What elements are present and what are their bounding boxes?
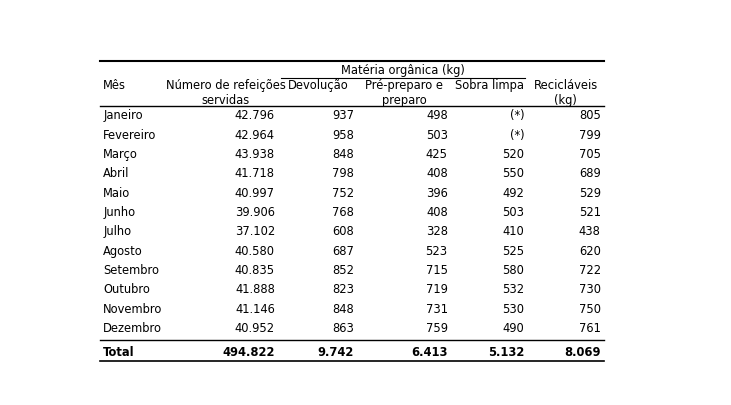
Text: Devolução: Devolução — [287, 79, 349, 92]
Text: 750: 750 — [579, 303, 601, 316]
Text: 503: 503 — [502, 206, 524, 219]
Text: 408: 408 — [426, 167, 447, 181]
Text: 805: 805 — [579, 109, 601, 122]
Text: Recicláveis
(kg): Recicláveis (kg) — [534, 79, 598, 107]
Text: 799: 799 — [579, 129, 601, 142]
Text: 41.888: 41.888 — [235, 284, 275, 296]
Text: 759: 759 — [425, 322, 447, 335]
Text: 608: 608 — [333, 226, 355, 239]
Text: Junho: Junho — [103, 206, 135, 219]
Text: Pré-preparo e
preparo: Pré-preparo e preparo — [366, 79, 444, 107]
Text: 848: 848 — [333, 303, 355, 316]
Text: (*): (*) — [510, 129, 524, 142]
Text: Dezembro: Dezembro — [103, 322, 162, 335]
Text: 620: 620 — [579, 245, 601, 258]
Text: 525: 525 — [502, 245, 524, 258]
Text: Total: Total — [103, 346, 135, 359]
Text: 396: 396 — [426, 187, 447, 200]
Text: Mês: Mês — [103, 79, 126, 92]
Text: 492: 492 — [502, 187, 524, 200]
Text: Novembro: Novembro — [103, 303, 162, 316]
Text: 958: 958 — [333, 129, 355, 142]
Text: 687: 687 — [333, 245, 355, 258]
Text: 6.413: 6.413 — [412, 346, 447, 359]
Text: Maio: Maio — [103, 187, 131, 200]
Text: 715: 715 — [425, 264, 447, 277]
Text: 5.132: 5.132 — [488, 346, 524, 359]
Text: 494.822: 494.822 — [222, 346, 275, 359]
Text: 42.964: 42.964 — [235, 129, 275, 142]
Text: Janeiro: Janeiro — [103, 109, 143, 122]
Text: 498: 498 — [426, 109, 447, 122]
Text: 410: 410 — [502, 226, 524, 239]
Text: Agosto: Agosto — [103, 245, 143, 258]
Text: 863: 863 — [333, 322, 355, 335]
Text: 705: 705 — [579, 148, 601, 161]
Text: 722: 722 — [578, 264, 601, 277]
Text: Março: Março — [103, 148, 138, 161]
Text: 550: 550 — [502, 167, 524, 181]
Text: 503: 503 — [425, 129, 447, 142]
Text: Julho: Julho — [103, 226, 132, 239]
Text: 425: 425 — [425, 148, 447, 161]
Text: 328: 328 — [425, 226, 447, 239]
Text: 43.938: 43.938 — [235, 148, 275, 161]
Text: 521: 521 — [579, 206, 601, 219]
Text: Matéria orgânica (kg): Matéria orgânica (kg) — [341, 64, 465, 77]
Text: 39.906: 39.906 — [235, 206, 275, 219]
Text: 529: 529 — [579, 187, 601, 200]
Text: 530: 530 — [502, 303, 524, 316]
Text: Setembro: Setembro — [103, 264, 159, 277]
Text: 37.102: 37.102 — [235, 226, 275, 239]
Text: 768: 768 — [333, 206, 355, 219]
Text: 490: 490 — [502, 322, 524, 335]
Text: 40.580: 40.580 — [235, 245, 275, 258]
Text: 523: 523 — [425, 245, 447, 258]
Text: 852: 852 — [333, 264, 355, 277]
Text: 520: 520 — [502, 148, 524, 161]
Text: 40.952: 40.952 — [235, 322, 275, 335]
Text: 8.069: 8.069 — [564, 346, 601, 359]
Text: 40.997: 40.997 — [235, 187, 275, 200]
Text: 937: 937 — [333, 109, 355, 122]
Text: 580: 580 — [502, 264, 524, 277]
Text: 9.742: 9.742 — [318, 346, 355, 359]
Text: 823: 823 — [333, 284, 355, 296]
Text: 40.835: 40.835 — [235, 264, 275, 277]
Text: Outubro: Outubro — [103, 284, 150, 296]
Text: 730: 730 — [579, 284, 601, 296]
Text: 761: 761 — [579, 322, 601, 335]
Text: 731: 731 — [425, 303, 447, 316]
Text: 438: 438 — [579, 226, 601, 239]
Text: 42.796: 42.796 — [235, 109, 275, 122]
Text: Sobra limpa: Sobra limpa — [455, 79, 524, 92]
Text: 719: 719 — [426, 284, 447, 296]
Text: 798: 798 — [333, 167, 355, 181]
Text: 848: 848 — [333, 148, 355, 161]
Text: 408: 408 — [426, 206, 447, 219]
Text: Abril: Abril — [103, 167, 129, 181]
Text: 532: 532 — [502, 284, 524, 296]
Text: 41.718: 41.718 — [235, 167, 275, 181]
Text: Fevereiro: Fevereiro — [103, 129, 156, 142]
Text: 752: 752 — [332, 187, 355, 200]
Text: 689: 689 — [579, 167, 601, 181]
Text: 41.146: 41.146 — [235, 303, 275, 316]
Text: Número de refeições
servidas: Número de refeições servidas — [166, 79, 286, 107]
Text: (*): (*) — [510, 109, 524, 122]
